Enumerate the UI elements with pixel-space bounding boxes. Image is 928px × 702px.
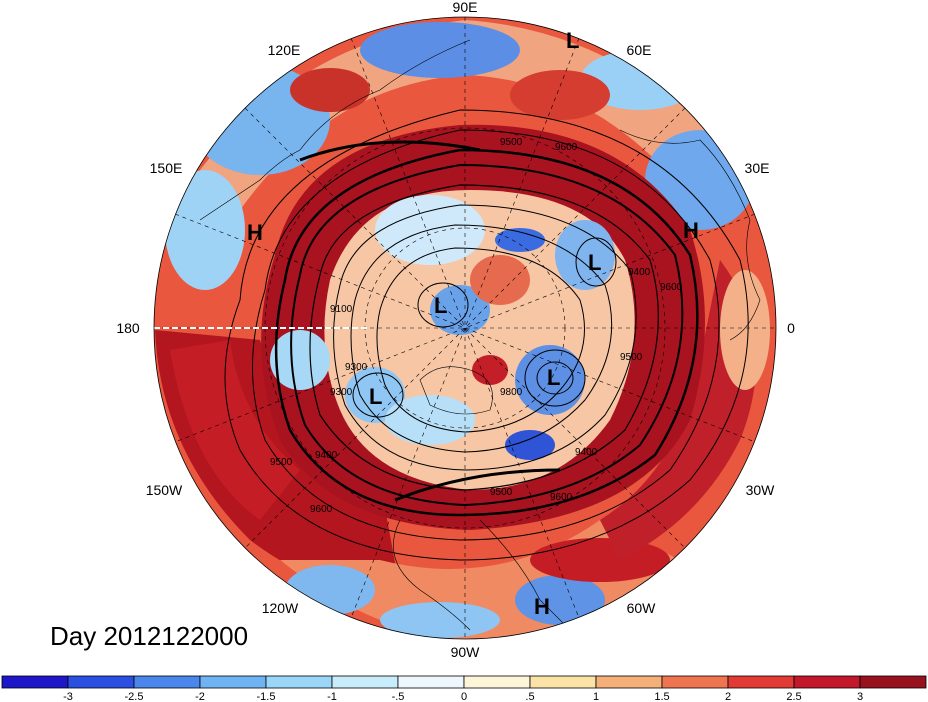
contour-line	[575, 237, 617, 287]
contour-label: 9100	[330, 304, 353, 315]
lon-label-150w: 150W	[146, 482, 183, 498]
contour-line	[274, 148, 699, 517]
contour-label: 9600	[555, 142, 578, 153]
contour-label: 9600	[550, 492, 573, 503]
longitude-labels: 90E 120E 60E 150E 30E 180 0 150W 30W 120…	[116, 0, 795, 660]
contour-label: 9300	[345, 362, 368, 373]
low-marker: L	[369, 384, 382, 409]
contour-line	[524, 349, 586, 407]
height-contours	[224, 109, 749, 561]
contour-line	[394, 468, 561, 502]
contour-line	[309, 184, 659, 491]
high-marker: H	[683, 218, 699, 243]
contour-line	[352, 372, 404, 418]
figure-title: Day 2012122000	[50, 621, 248, 651]
lon-label-60w: 60W	[627, 600, 657, 616]
high-marker: H	[534, 594, 550, 619]
colorbar-tick-label: -3	[63, 691, 73, 702]
contour-line	[224, 109, 749, 561]
contour-line	[290, 163, 684, 507]
lon-label-120e: 120E	[268, 42, 301, 58]
contour-label: 9500	[500, 137, 523, 148]
colorbar-tick-label: 2	[725, 691, 731, 702]
lon-label-150e: 150E	[150, 160, 183, 176]
low-marker: L	[566, 28, 579, 53]
colorbar-swatch	[67, 675, 135, 689]
colorbar-swatch	[793, 675, 861, 689]
contour-label: 9600	[310, 504, 333, 515]
colorbar-swatch	[199, 675, 267, 689]
pressure-markers: H H H L L L L L	[247, 28, 699, 619]
colorbar: -3 -2.5 -2 -1.5 -1 -.5 0 .5 1 1.5 2 2.5 3	[1, 675, 927, 702]
colorbar-swatch	[463, 675, 531, 689]
colorbar-tick-label: -.5	[392, 691, 405, 702]
contour-label: 9600	[660, 282, 683, 293]
colorbar-tick-label: 1	[593, 691, 599, 702]
low-marker: L	[588, 250, 601, 275]
contour-label: 9500	[490, 487, 513, 498]
colorbar-tick-label: 1.5	[654, 691, 669, 702]
colorbar-swatch	[133, 675, 201, 689]
colorbar-swatch	[331, 675, 399, 689]
colorbar-tick-label: 3	[857, 691, 863, 702]
colorbar-tick-label: 2.5	[786, 691, 801, 702]
colorbar-swatch	[859, 675, 927, 689]
colorbar-swatch	[595, 675, 663, 689]
lon-label-90w: 90W	[451, 644, 481, 660]
contour-label: 9500	[620, 352, 643, 363]
colorbar-swatch	[397, 675, 465, 689]
lon-label-60e: 60E	[627, 42, 652, 58]
contour-line	[417, 282, 469, 328]
colorbar-swatch	[265, 675, 333, 689]
contour-line	[252, 129, 720, 541]
low-marker: L	[547, 365, 560, 390]
colorbar-tick-label: -2	[195, 691, 205, 702]
high-marker: H	[247, 220, 263, 245]
colorbar-tick-label: -2.5	[125, 691, 144, 702]
colorbar-tick-label: .5	[525, 691, 534, 702]
lon-label-180: 180	[116, 320, 140, 336]
lon-label-30w: 30W	[746, 482, 776, 498]
colorbar-swatch	[727, 675, 795, 689]
lon-label-90e: 90E	[453, 0, 478, 15]
contour-label: 9800	[500, 387, 523, 398]
lon-label-120w: 120W	[262, 600, 299, 616]
contour-label: 9400	[628, 267, 651, 278]
colorbar-swatch	[1, 675, 69, 689]
colorbar-tick-label: -1	[327, 691, 337, 702]
colorbar-tick-label: 0	[461, 691, 467, 702]
colorbar-swatch	[661, 675, 729, 689]
contour-line	[350, 224, 613, 453]
contour-line	[536, 361, 574, 395]
contour-line	[333, 204, 637, 471]
colorbar-tick-label: -1.5	[257, 691, 276, 702]
contour-label: 9400	[315, 450, 338, 461]
lon-label-30e: 30E	[745, 160, 770, 176]
low-marker: L	[434, 293, 447, 318]
contour-label: 9400	[575, 447, 598, 458]
map-boundary	[153, 16, 777, 640]
contour-line	[299, 140, 481, 162]
contour-label: 9300	[330, 387, 353, 398]
colorbar-swatch	[529, 675, 597, 689]
lon-label-0: 0	[787, 320, 795, 336]
contour-label: 9500	[270, 457, 293, 468]
contour-label-group: 9500 9600 9400 9300 9100 9500 9600 9800 …	[270, 137, 683, 515]
